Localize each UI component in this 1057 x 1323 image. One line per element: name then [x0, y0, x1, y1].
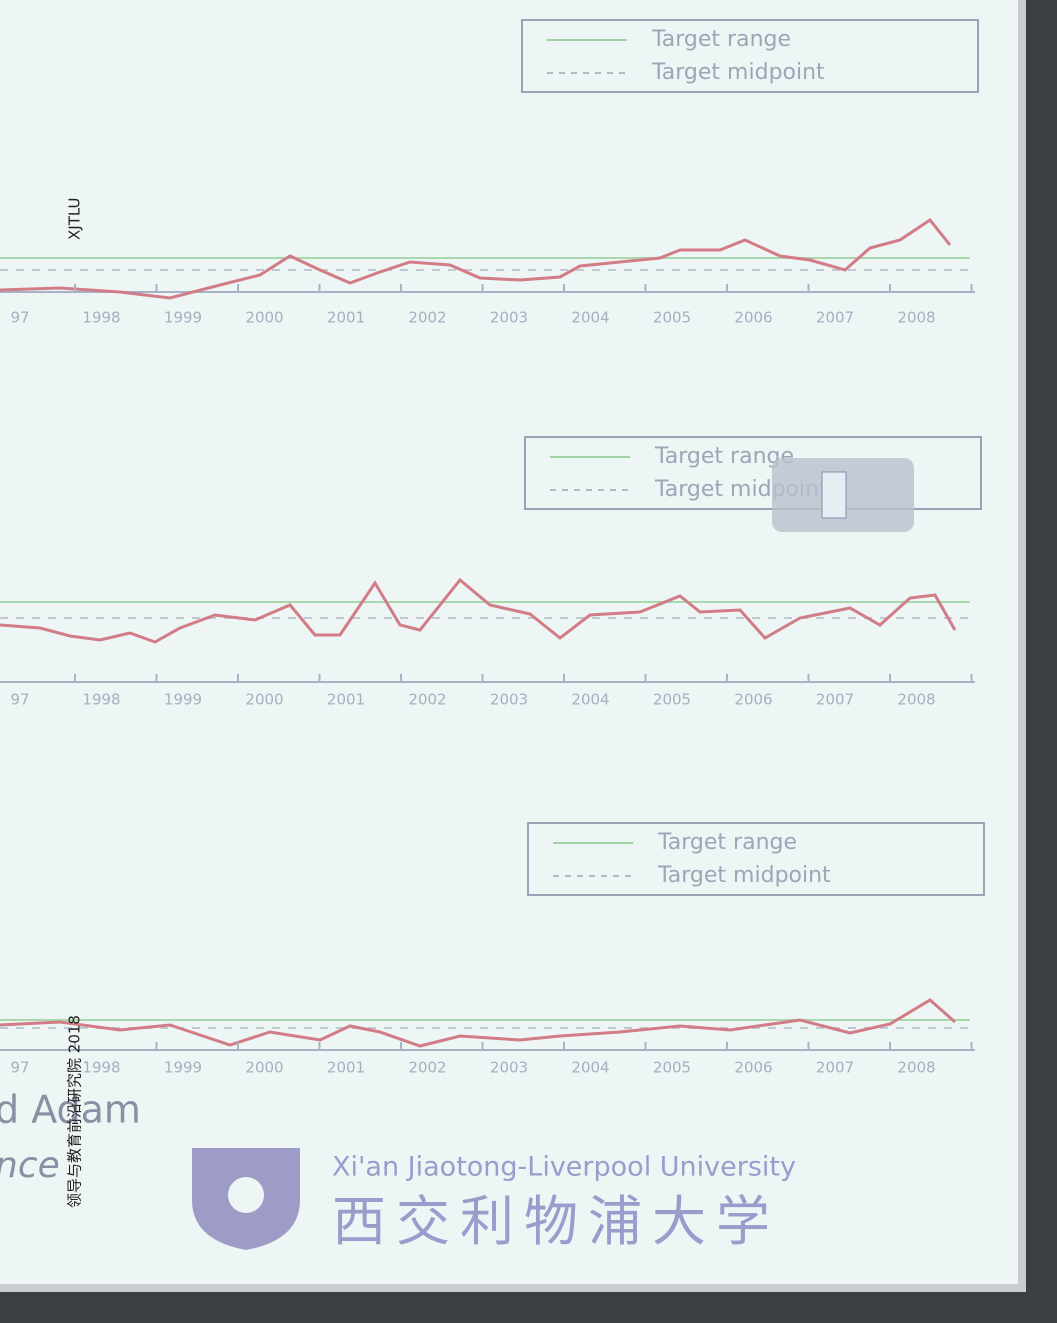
x-tick-label: 2004 — [571, 309, 609, 327]
x-tick-label: 2006 — [734, 1059, 772, 1077]
x-tick-label: 2000 — [245, 691, 283, 709]
x-tick-label: 2001 — [327, 309, 365, 327]
legend-label: Target range — [657, 830, 797, 855]
x-tick-label: 97 — [10, 691, 29, 709]
legend-label: Target midpoint — [651, 60, 825, 85]
x-tick-label: 2003 — [490, 1059, 528, 1077]
x-tick-label: 2000 — [245, 309, 283, 327]
x-tick-label: 2007 — [816, 309, 854, 327]
slide-edge — [0, 1284, 1026, 1292]
overlay-icon-inner — [822, 472, 846, 518]
x-tick-label: 2006 — [734, 309, 772, 327]
x-tick-label: 1999 — [164, 309, 202, 327]
presenter-subtitle: nce — [0, 1145, 60, 1186]
x-tick-label: 97 — [10, 1059, 29, 1077]
x-tick-label: 2007 — [816, 691, 854, 709]
university-name-cn: 西交利物浦大学 — [332, 1190, 780, 1253]
watermark-bottom: 领导与教育前沿研究院 2018 — [66, 1015, 84, 1208]
x-tick-label: 2002 — [408, 309, 446, 327]
x-tick-label: 2005 — [653, 309, 691, 327]
x-tick-label: 2004 — [571, 1059, 609, 1077]
x-tick-label: 2000 — [245, 1059, 283, 1077]
x-tick-label: 2008 — [897, 1059, 935, 1077]
x-tick-label: 2004 — [571, 691, 609, 709]
x-tick-label: 2005 — [653, 691, 691, 709]
x-tick-label: 97 — [10, 309, 29, 327]
x-tick-label: 1999 — [164, 1059, 202, 1077]
x-tick-label: 1998 — [82, 309, 120, 327]
x-tick-label: 2005 — [653, 1059, 691, 1077]
x-tick-label: 2006 — [734, 691, 772, 709]
university-name-en: Xi'an Jiaotong-Liverpool University — [332, 1152, 796, 1183]
x-tick-label: 2007 — [816, 1059, 854, 1077]
x-tick-label: 1998 — [82, 691, 120, 709]
x-tick-label: 2001 — [327, 691, 365, 709]
photo: Target range Target midpoint 97 1998 1999 200… — [0, 0, 1057, 1323]
x-tick-label: 2002 — [408, 691, 446, 709]
x-tick-label: 1999 — [164, 691, 202, 709]
x-tick-label: 2008 — [897, 691, 935, 709]
x-tick-label: 2003 — [490, 691, 528, 709]
x-tick-label: 2001 — [327, 1059, 365, 1077]
legend-label: Target midpoint — [657, 863, 831, 888]
watermark-top: XJTLU — [66, 198, 84, 240]
slide — [0, 0, 1025, 1292]
x-tick-label: 2008 — [897, 309, 935, 327]
slide-edge — [1018, 0, 1026, 1292]
x-tick-label: 2002 — [408, 1059, 446, 1077]
shield-emblem — [228, 1177, 264, 1213]
x-tick-label: 1998 — [82, 1059, 120, 1077]
x-tick-label: 2003 — [490, 309, 528, 327]
legend-label: Target range — [651, 27, 791, 52]
